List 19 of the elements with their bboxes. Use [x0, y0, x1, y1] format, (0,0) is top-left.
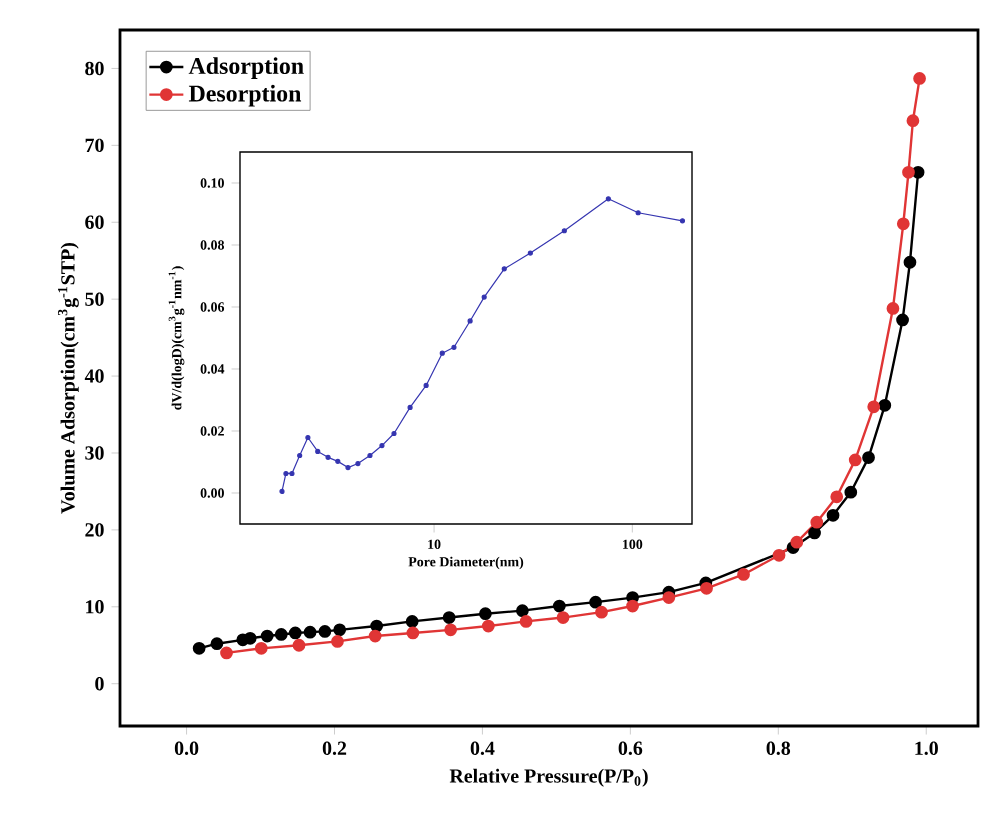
y-tick-label: 10 [86, 600, 104, 614]
x-tick-label: 0.4 [470, 741, 495, 756]
x-tick-label: 1.0 [915, 741, 938, 756]
y-tick-label: 0 [95, 676, 104, 691]
y-tick-label: 80 [85, 61, 104, 76]
x-tick-label: 0.8 [766, 741, 791, 756]
y-tick-label: 60 [85, 215, 104, 229]
legend-label: Desorption [188, 84, 302, 107]
y-tick-label: 20 [85, 523, 104, 537]
y-tick-label: 70 [85, 138, 104, 153]
y-axis-title: Volume Adsorption(cm$^{3}$g$^{-1}$STP) [57, 243, 79, 514]
y-tick-label: 40 [84, 369, 104, 383]
x-tick-label: 0.0 [174, 741, 199, 756]
x-tick-label: 0.2 [322, 741, 347, 756]
y-tick-label: 50 [85, 292, 104, 306]
x-axis-title: Relative Pressure(P/P$_{0}$) [449, 768, 648, 787]
legend-label: Adsorption [188, 57, 304, 79]
x-tick-label: 0.6 [618, 741, 643, 756]
y-tick-label: 30 [85, 446, 104, 460]
